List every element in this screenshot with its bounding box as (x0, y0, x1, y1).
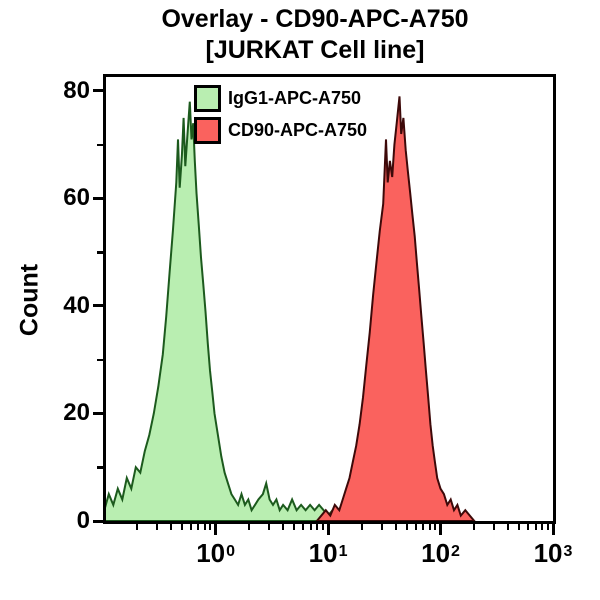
y-tick-label: 80 (63, 76, 90, 104)
x-axis-minor-tick (534, 524, 537, 530)
legend: IgG1-APC-A750 CD90-APC-A750 (194, 85, 367, 149)
x-axis-minor-tick (541, 524, 544, 530)
y-axis-minor-tick (97, 143, 103, 147)
x-axis-minor-tick (422, 524, 425, 530)
y-axis-major-tick (93, 519, 103, 523)
x-axis-major-tick (214, 524, 218, 535)
x-axis-minor-tick (309, 524, 312, 530)
y-axis-major-tick (93, 196, 103, 200)
x-axis-minor-tick (394, 524, 397, 530)
x-axis-minor-tick (518, 524, 521, 530)
x-axis-minor-tick (316, 524, 319, 530)
legend-item-igg1: IgG1-APC-A750 (194, 85, 367, 112)
histogram-CD90-APC-A750 (315, 96, 476, 521)
x-axis-minor-tick (203, 524, 206, 530)
y-axis-major-tick (93, 89, 103, 93)
x-axis-minor-tick (155, 524, 158, 530)
x-axis-minor-tick (507, 524, 510, 530)
y-axis-major-tick (93, 411, 103, 415)
x-axis-minor-tick (169, 524, 172, 530)
x-axis-minor-tick (302, 524, 305, 530)
x-axis-minor-tick (248, 524, 251, 530)
histogram-IgG1-APC-A750 (106, 101, 339, 521)
legend-label-igg1: IgG1-APC-A750 (228, 88, 362, 108)
x-axis-minor-tick (414, 524, 417, 530)
x-axis-minor-tick (293, 524, 296, 530)
y-axis-minor-tick (97, 251, 103, 254)
x-axis-minor-tick (321, 524, 324, 530)
x-axis-minor-tick (434, 524, 437, 530)
x-tick-label: 100 (196, 538, 236, 568)
x-axis-minor-tick (189, 524, 192, 530)
x-axis-minor-tick (180, 524, 183, 530)
x-axis-major-tick (326, 524, 330, 535)
x-axis-minor-tick (136, 524, 139, 530)
x-axis-minor-tick (493, 524, 496, 530)
x-axis-major-tick (551, 524, 555, 535)
histogram-chart (106, 96, 476, 521)
y-tick-label: 40 (63, 291, 90, 319)
y-tick-label: 0 (76, 507, 90, 534)
x-axis-minor-tick (209, 524, 212, 530)
x-axis-minor-tick (428, 524, 431, 530)
legend-swatch-cd90-icon (194, 117, 221, 144)
legend-item-cd90: CD90-APC-A750 (194, 117, 367, 144)
y-tick-label: 20 (63, 399, 90, 427)
y-tick-label: 60 (63, 184, 90, 212)
x-tick-label: 103 (533, 538, 573, 568)
x-tick-label: 101 (308, 538, 348, 568)
legend-swatch-igg1-icon (194, 85, 221, 112)
x-axis-minor-tick (360, 524, 363, 530)
chart-title-line2: [JURKAT Cell line] (205, 36, 425, 64)
plot-area: IgG1-APC-A750 CD90-APC-A750 (103, 74, 556, 524)
x-axis-minor-tick (405, 524, 408, 530)
x-axis-minor-tick (268, 524, 271, 530)
y-axis-minor-tick (97, 358, 103, 362)
y-axis-minor-tick (97, 466, 103, 469)
x-axis-minor-tick (546, 524, 549, 530)
x-axis-minor-tick (282, 524, 285, 530)
y-axis-major-tick (93, 304, 103, 308)
x-axis-minor-tick (380, 524, 383, 530)
x-axis-major-tick (439, 524, 443, 535)
x-axis-minor-tick (197, 524, 200, 530)
chart-title-line1: Overlay - CD90-APC-A750 (161, 5, 469, 33)
x-axis-minor-tick (473, 524, 476, 530)
x-axis-minor-tick (527, 524, 530, 530)
x-tick-label: 102 (421, 538, 460, 568)
legend-label-cd90: CD90-APC-A750 (228, 120, 368, 140)
